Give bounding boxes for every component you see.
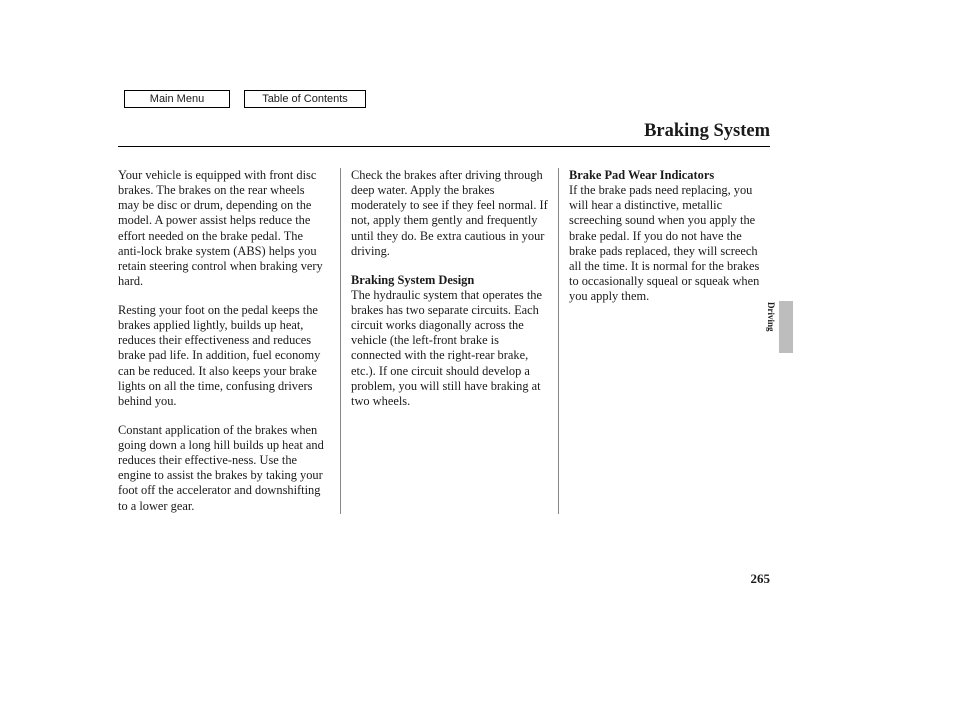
- main-menu-button[interactable]: Main Menu: [124, 90, 230, 108]
- body-text: Resting your foot on the pedal keeps the…: [118, 303, 328, 409]
- nav-bar: Main Menu Table of Contents: [124, 90, 366, 108]
- body-text: If the brake pads need replacing, you wi…: [569, 183, 759, 303]
- content-columns: Your vehicle is equipped with front disc…: [118, 168, 770, 514]
- subheading: Brake Pad Wear Indicators: [569, 168, 714, 182]
- subheading: Braking System Design: [351, 273, 474, 287]
- body-text: Check the brakes after driving through d…: [351, 168, 548, 259]
- page-title: Braking System: [644, 121, 770, 142]
- table-of-contents-button[interactable]: Table of Contents: [244, 90, 366, 108]
- body-text: The hydraulic system that operates the b…: [351, 288, 542, 408]
- body-text: Braking System Design The hydraulic syst…: [351, 273, 548, 409]
- body-text: Your vehicle is equipped with front disc…: [118, 168, 328, 289]
- section-tab: [779, 301, 793, 353]
- column-3: Brake Pad Wear Indicators If the brake p…: [558, 168, 770, 514]
- title-rule: [118, 146, 770, 147]
- column-2: Check the brakes after driving through d…: [340, 168, 558, 514]
- section-label: Driving: [766, 302, 776, 332]
- body-text: Constant application of the brakes when …: [118, 423, 328, 514]
- column-1: Your vehicle is equipped with front disc…: [118, 168, 340, 514]
- body-text: Brake Pad Wear Indicators If the brake p…: [569, 168, 770, 304]
- page-number: 265: [751, 571, 771, 587]
